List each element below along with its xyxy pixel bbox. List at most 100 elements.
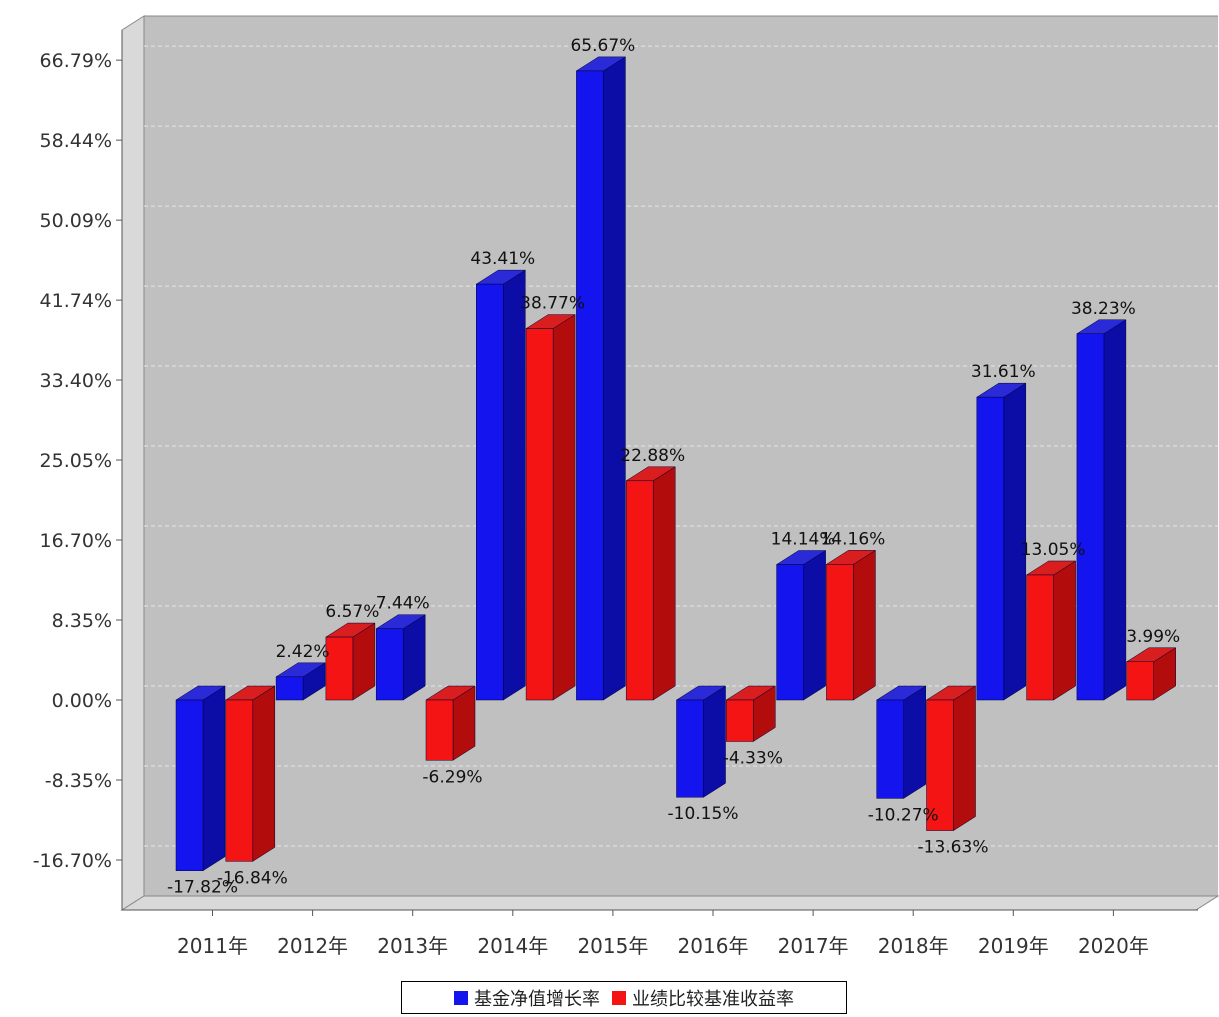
bar-side — [853, 549, 876, 701]
y-tick-label: 25.05% — [40, 450, 112, 472]
bar-front — [1026, 574, 1054, 701]
data-label: 65.67% — [570, 36, 635, 56]
bar-front — [726, 699, 754, 742]
bar-series-0 — [575, 56, 627, 701]
data-label: 38.77% — [520, 294, 585, 314]
y-tick-label: -16.70% — [33, 850, 112, 872]
data-label: 2.42% — [276, 642, 330, 662]
y-tick-label: -8.35% — [45, 770, 112, 792]
data-label: 14.16% — [820, 529, 885, 549]
bar-series-0 — [975, 382, 1027, 701]
y-tick-label: 66.79% — [40, 50, 112, 72]
x-tick-label: 2020年 — [1078, 934, 1149, 958]
bar-side — [603, 56, 626, 701]
bar-series-0 — [175, 685, 226, 872]
x-tick-label: 2019年 — [978, 934, 1049, 958]
x-tick-label: 2015年 — [577, 934, 648, 958]
x-tick-label: 2016年 — [678, 934, 749, 958]
bar-front — [1126, 661, 1154, 701]
bar-series-0 — [375, 614, 427, 701]
bar-side — [803, 550, 826, 701]
bar-series-0 — [875, 685, 927, 799]
legend-label-series-1: 业绩比较基准收益率 — [632, 988, 794, 1010]
data-labels: -17.82% 2.42% 7.44% 43.41% 65.67% -10.15% 14.1… — [167, 36, 1180, 898]
bar-front — [225, 699, 254, 862]
bar-side — [202, 685, 226, 872]
bar-front — [826, 564, 854, 701]
bar-series-1 — [925, 685, 977, 832]
bar-series-0 — [675, 685, 727, 798]
bar-series-0 — [475, 269, 527, 701]
bar-side — [1103, 319, 1127, 701]
bar-side — [903, 685, 926, 799]
y-tick-label: 16.70% — [40, 530, 112, 552]
x-tick-label: 2014年 — [477, 934, 548, 958]
bar-side — [953, 685, 976, 832]
x-tick-label: 2017年 — [778, 934, 849, 958]
bar-front — [375, 628, 404, 701]
bar-side — [1053, 560, 1076, 701]
data-label: 3.99% — [1126, 627, 1180, 647]
bar-series-1 — [725, 685, 777, 742]
legend-label-series-0: 基金净值增长率 — [474, 988, 600, 1010]
data-label: -17.82% — [167, 878, 238, 898]
x-tick-label: 2018年 — [878, 934, 949, 958]
bar-front — [1076, 333, 1105, 701]
y-axis: 66.79% 58.44% 50.09% 41.74% 33.40% 25.05% 16.7… — [33, 30, 123, 910]
bar-front — [576, 70, 604, 701]
data-label: -13.63% — [918, 838, 989, 858]
y-tick-label: 50.09% — [40, 210, 112, 232]
bar-front — [275, 676, 304, 701]
bar-front — [325, 636, 354, 701]
bar-front — [476, 283, 504, 701]
y-tick-label: 41.74% — [40, 290, 112, 312]
y-tick-label: 58.44% — [40, 130, 112, 152]
data-label: -6.29% — [422, 767, 482, 787]
bar-series-1 — [625, 466, 677, 701]
bar-front — [625, 480, 654, 701]
bar-series-1 — [1125, 647, 1177, 701]
y-tick-label: 0.00% — [52, 690, 112, 712]
y-tick-label: 33.40% — [40, 370, 112, 392]
data-label: 31.61% — [971, 362, 1036, 382]
data-label: 6.57% — [325, 602, 379, 622]
bar-series-1 — [425, 685, 476, 761]
bar-side — [552, 314, 576, 701]
legend-swatch-series-1 — [612, 990, 626, 1005]
bar-front — [425, 699, 454, 761]
bar-side — [503, 269, 526, 701]
bar-front — [926, 699, 954, 831]
bar-front — [876, 699, 904, 799]
plot-left-wall — [121, 15, 145, 911]
data-label: 38.23% — [1071, 299, 1136, 319]
data-label: 43.41% — [470, 249, 535, 269]
bar-series-1 — [525, 314, 576, 701]
plot-floor — [120, 895, 1219, 911]
data-label: -10.15% — [668, 804, 739, 824]
bar-series-0 — [1076, 319, 1127, 701]
legend-swatch-series-0 — [454, 990, 468, 1005]
x-axis: 2011年 2012年 2013年 2014年 2015年 2016年 2017年 2018年… — [122, 909, 1198, 958]
bar-front — [525, 328, 554, 701]
bar-side — [402, 614, 426, 701]
bar-side — [252, 685, 276, 862]
data-label: -4.33% — [723, 748, 783, 768]
bar-front — [676, 699, 704, 798]
legend-item-series-1: 业绩比较基准收益率 — [612, 985, 794, 1011]
data-label: -10.27% — [868, 805, 939, 825]
data-label: 14.14% — [771, 530, 836, 550]
data-label: 7.44% — [376, 594, 430, 614]
y-tick-label: 8.35% — [52, 610, 112, 632]
data-label: 22.88% — [620, 446, 685, 466]
bar-front — [976, 396, 1005, 701]
x-tick-label: 2013年 — [377, 934, 448, 958]
data-label: -16.84% — [217, 868, 288, 888]
legend: 基金净值增长率 业绩比较基准收益率 — [401, 981, 847, 1014]
bar-series-1 — [825, 549, 877, 701]
bar-series-1 — [1025, 560, 1077, 701]
data-label: 13.05% — [1021, 540, 1086, 560]
bar-side — [652, 466, 676, 701]
legend-item-series-0: 基金净值增长率 — [454, 985, 600, 1011]
bar-front — [776, 564, 804, 701]
